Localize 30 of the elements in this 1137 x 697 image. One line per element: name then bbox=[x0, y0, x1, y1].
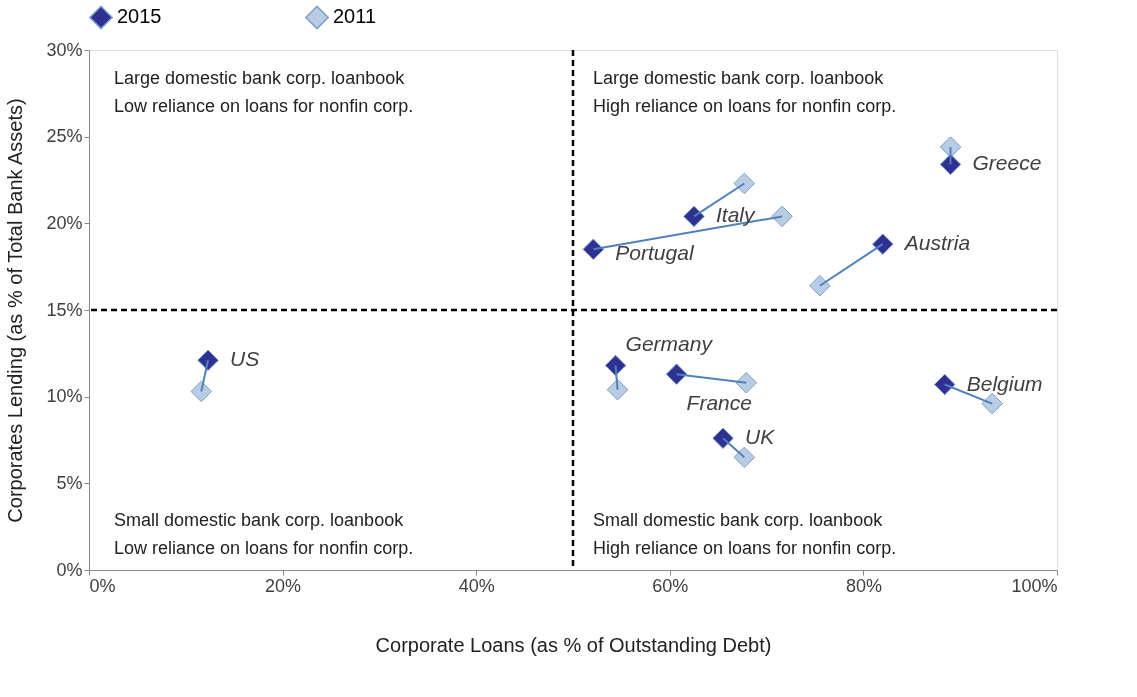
annotation: UK bbox=[745, 425, 776, 449]
x-tick-label: 0% bbox=[89, 575, 116, 596]
annotation: Austria bbox=[902, 231, 971, 255]
annotation: Small domestic bank corp. loanbook Low reliance on loans for nonfin corp. bbox=[114, 510, 414, 558]
x-tick-label: 40% bbox=[458, 575, 495, 596]
annotation: Small domestic bank corp. loanbook High reliance on loans for nonfin corp. bbox=[593, 510, 897, 558]
x-tick-label: 60% bbox=[652, 575, 689, 596]
annotation: France bbox=[686, 391, 752, 415]
y-tick-label: 10% bbox=[46, 386, 83, 407]
y-axis-title: Corporates Lending (as % of Total Bank Assets) bbox=[4, 98, 27, 523]
x-tick-label: 80% bbox=[845, 575, 882, 596]
annotation: US bbox=[230, 347, 260, 371]
annotation: Portugal bbox=[615, 241, 695, 265]
x-tick-label: 20% bbox=[265, 575, 302, 596]
y-tick-label: 20% bbox=[46, 212, 83, 233]
legend-label: 2015 bbox=[117, 5, 162, 28]
y-tick-label: 5% bbox=[56, 472, 83, 493]
y-tick-label: 0% bbox=[56, 559, 83, 580]
x-tick-label: 100% bbox=[1011, 575, 1058, 596]
x-axis-title: Corporate Loans (as % of Outstanding Debt) bbox=[375, 633, 772, 656]
y-tick-label: 25% bbox=[46, 126, 83, 147]
annotation: Greece bbox=[972, 151, 1042, 175]
legend-label: 2011 bbox=[333, 5, 377, 28]
annotation: Large domestic bank corp. loanbook Low reliance on loans for nonfin corp. bbox=[114, 68, 414, 116]
annotation: Germany bbox=[625, 332, 714, 356]
annotation: Belgium bbox=[966, 371, 1043, 395]
annotation: Italy bbox=[716, 203, 757, 227]
y-tick-label: 15% bbox=[46, 299, 83, 320]
y-tick-label: 30% bbox=[46, 39, 83, 60]
annotation: Large domestic bank corp. loanbook High reliance on loans for nonfin corp. bbox=[593, 68, 897, 116]
